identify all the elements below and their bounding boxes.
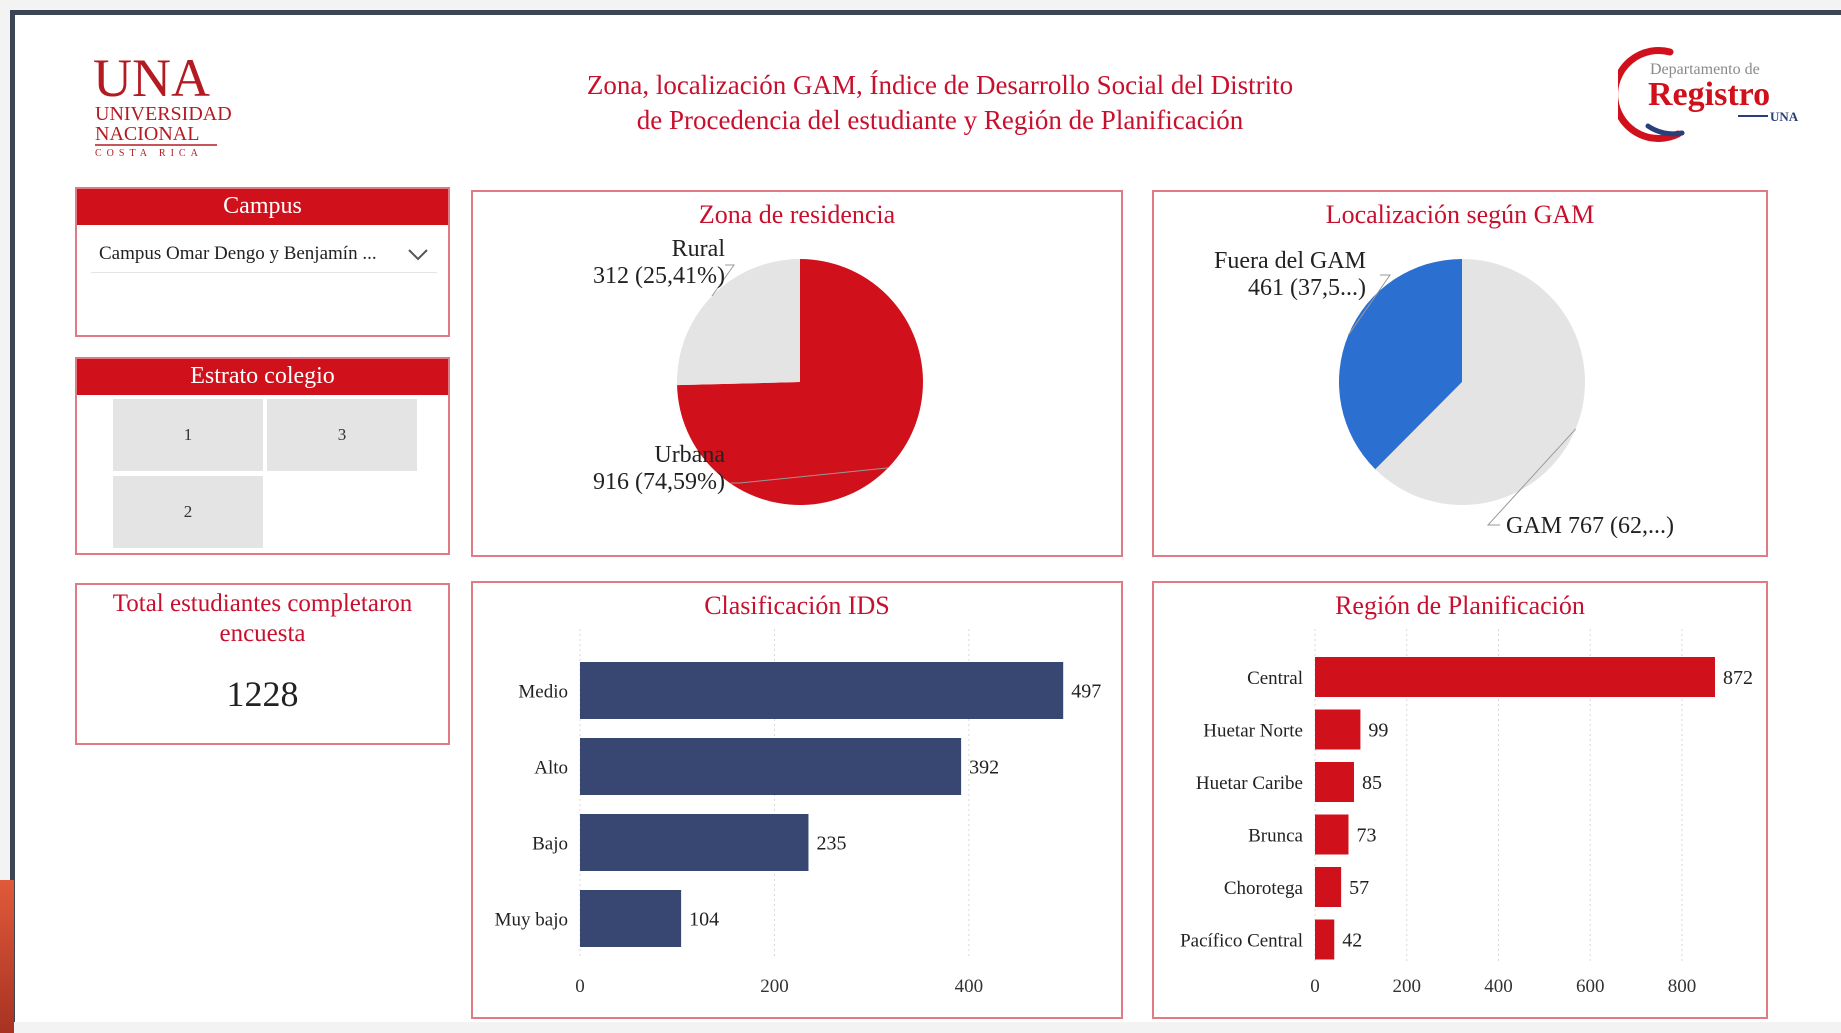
una-logo-main: UNA: [93, 50, 210, 108]
category-label-huetar-norte: Huetar Norte: [1203, 721, 1303, 742]
value-label-alto: 392: [969, 757, 999, 779]
card-title-line1: Total estudiantes completaron: [112, 590, 413, 617]
una-logo-line4: COSTA RICA: [95, 148, 203, 159]
data-label-gam-name: GAM 767 (62,...): [1506, 513, 1674, 539]
data-label-urbana-value: 916 (74,59%): [593, 469, 725, 495]
x-tick-400: 400: [955, 976, 984, 997]
registro-logo: Departamento de Registro UNA: [1618, 47, 1799, 142]
leader-line-urbana: [731, 467, 889, 484]
leader-line-gam: [1486, 428, 1577, 526]
registro-logo-top: Departamento de: [1650, 61, 1760, 78]
data-label-rural-value: 312 (25,41%): [593, 263, 725, 289]
category-label-medio: Medio: [518, 682, 568, 703]
category-label-alto: Alto: [534, 758, 568, 779]
value-label-huetar-caribe: 85: [1362, 772, 1382, 794]
campus-dropdown[interactable]: Campus Omar Dengo y Benjamín ...: [91, 235, 437, 273]
x-tick-600: 600: [1576, 976, 1605, 997]
leader-line-fuera-del-gam: [1347, 274, 1391, 336]
category-label-brunca: Brunca: [1248, 826, 1303, 847]
card-title-line2: encuesta: [219, 620, 306, 647]
data-label-fuera-del-gam-name: Fuera del GAM: [1214, 248, 1366, 274]
data-label-fuera-del-gam-value: 461 (37,5...): [1248, 275, 1366, 301]
region-planificacion-panel: Región de Planificación 0 200 400 600 800 Cen…: [1152, 581, 1768, 1019]
bar-chorotega: [1315, 867, 1342, 907]
clasificacion-ids-panel: Clasificación IDS 0 200 400 Medio 497 Alto 392…: [471, 581, 1123, 1019]
category-label-chorotega: Chorotega: [1224, 878, 1304, 899]
value-label-central: 872: [1723, 667, 1753, 689]
bar-medio: [580, 662, 1064, 719]
value-label-bajo: 235: [816, 833, 846, 855]
report-title-line2: de Procedencia del estudiante y Región d…: [636, 105, 1244, 135]
category-label-pacifico-central: Pacífico Central: [1180, 931, 1303, 952]
value-label-brunca: 73: [1356, 825, 1376, 847]
pie-slice-urbana: [677, 259, 923, 505]
bar-brunca: [1315, 814, 1349, 855]
total-students-card: Total estudiantes completaron encuesta 1…: [75, 583, 450, 745]
data-label-urbana-name: Urbana: [654, 442, 725, 468]
x-tick-0: 0: [575, 976, 585, 997]
category-label-bajo: Bajo: [532, 834, 568, 855]
campus-slicer: Campus Campus Omar Dengo y Benjamín ...: [75, 187, 450, 337]
una-logo: UNA UNIVERSIDAD NACIONAL COSTA RICA: [93, 50, 232, 159]
pie-slice-rural: [677, 259, 800, 386]
value-label-muy-bajo: 104: [689, 909, 719, 931]
pie-slice-gam: [1375, 259, 1585, 505]
localizacion-gam-panel: Localización según GAM GAM 767 (62,...) F…: [1152, 190, 1768, 557]
localizacion-gam-title: Localización según GAM: [1325, 200, 1595, 229]
value-label-chorotega: 57: [1349, 877, 1369, 899]
bar-pacifico-central: [1315, 919, 1335, 960]
x-tick-800: 800: [1668, 976, 1697, 997]
zona-residencia-title: Zona de residencia: [698, 200, 896, 229]
una-logo-line3: NACIONAL: [95, 123, 199, 145]
bar-bajo: [580, 814, 809, 871]
bar-huetar-norte: [1315, 709, 1361, 750]
x-tick-400: 400: [1484, 976, 1513, 997]
category-label-central: Central: [1247, 668, 1303, 689]
registro-logo-sub: UNA: [1770, 109, 1799, 124]
campus-slicer-title: Campus: [77, 189, 448, 225]
estrato-tile-2[interactable]: 2: [113, 476, 263, 548]
clasificacion-ids-title: Clasificación IDS: [704, 591, 890, 620]
value-label-huetar-norte: 99: [1368, 720, 1388, 742]
zona-residencia-panel: Zona de residencia Urbana 916 (74,59%) Rur…: [471, 190, 1123, 557]
una-logo-line2: UNIVERSIDAD: [95, 103, 232, 125]
clasificacion-ids-bar-chart: 0 200 400 Medio 497 Alto 392 Bajo 235 Muy bajo 104: [495, 629, 1101, 997]
category-label-huetar-caribe: Huetar Caribe: [1196, 773, 1303, 794]
x-tick-200: 200: [1392, 976, 1421, 997]
campus-dropdown-value: Campus Omar Dengo y Benjamín ...: [99, 243, 377, 264]
decorative-arc: [0, 880, 14, 1033]
card-title: Total estudiantes completaron encuesta: [77, 589, 448, 649]
report-title: Zona, localización GAM, Índice de Desarr…: [480, 68, 1400, 138]
estrato-tile-1[interactable]: 1: [113, 399, 263, 471]
pie-slice-fuera-del-gam: [1339, 259, 1462, 470]
bar-central: [1315, 657, 1715, 697]
estrato-tile-3[interactable]: 3: [267, 399, 417, 471]
value-label-medio: 497: [1071, 681, 1101, 703]
x-tick-0: 0: [1310, 976, 1320, 997]
category-label-muy-bajo: Muy bajo: [495, 910, 568, 931]
report-title-line1: Zona, localización GAM, Índice de Desarr…: [586, 70, 1294, 100]
value-label-pacifico-central: 42: [1342, 930, 1362, 952]
data-label-rural-name: Rural: [672, 238, 726, 262]
bar-muy-bajo: [580, 890, 682, 947]
bar-huetar-caribe: [1315, 762, 1354, 802]
region-planificacion-title: Región de Planificación: [1335, 591, 1585, 620]
region-planificacion-bar-chart: 0 200 400 600 800 Central 872 Huetar Norte 99 Hue…: [1180, 629, 1753, 997]
bar-alto: [580, 738, 962, 795]
chevron-down-icon[interactable]: [407, 245, 429, 263]
estrato-slicer-title: Estrato colegio: [77, 359, 448, 395]
card-value: 1228: [226, 674, 299, 714]
x-tick-200: 200: [760, 976, 789, 997]
leader-line-rural: [711, 264, 735, 297]
estrato-slicer: Estrato colegio 1 3 2: [75, 357, 450, 555]
registro-logo-main: Registro: [1648, 76, 1770, 113]
